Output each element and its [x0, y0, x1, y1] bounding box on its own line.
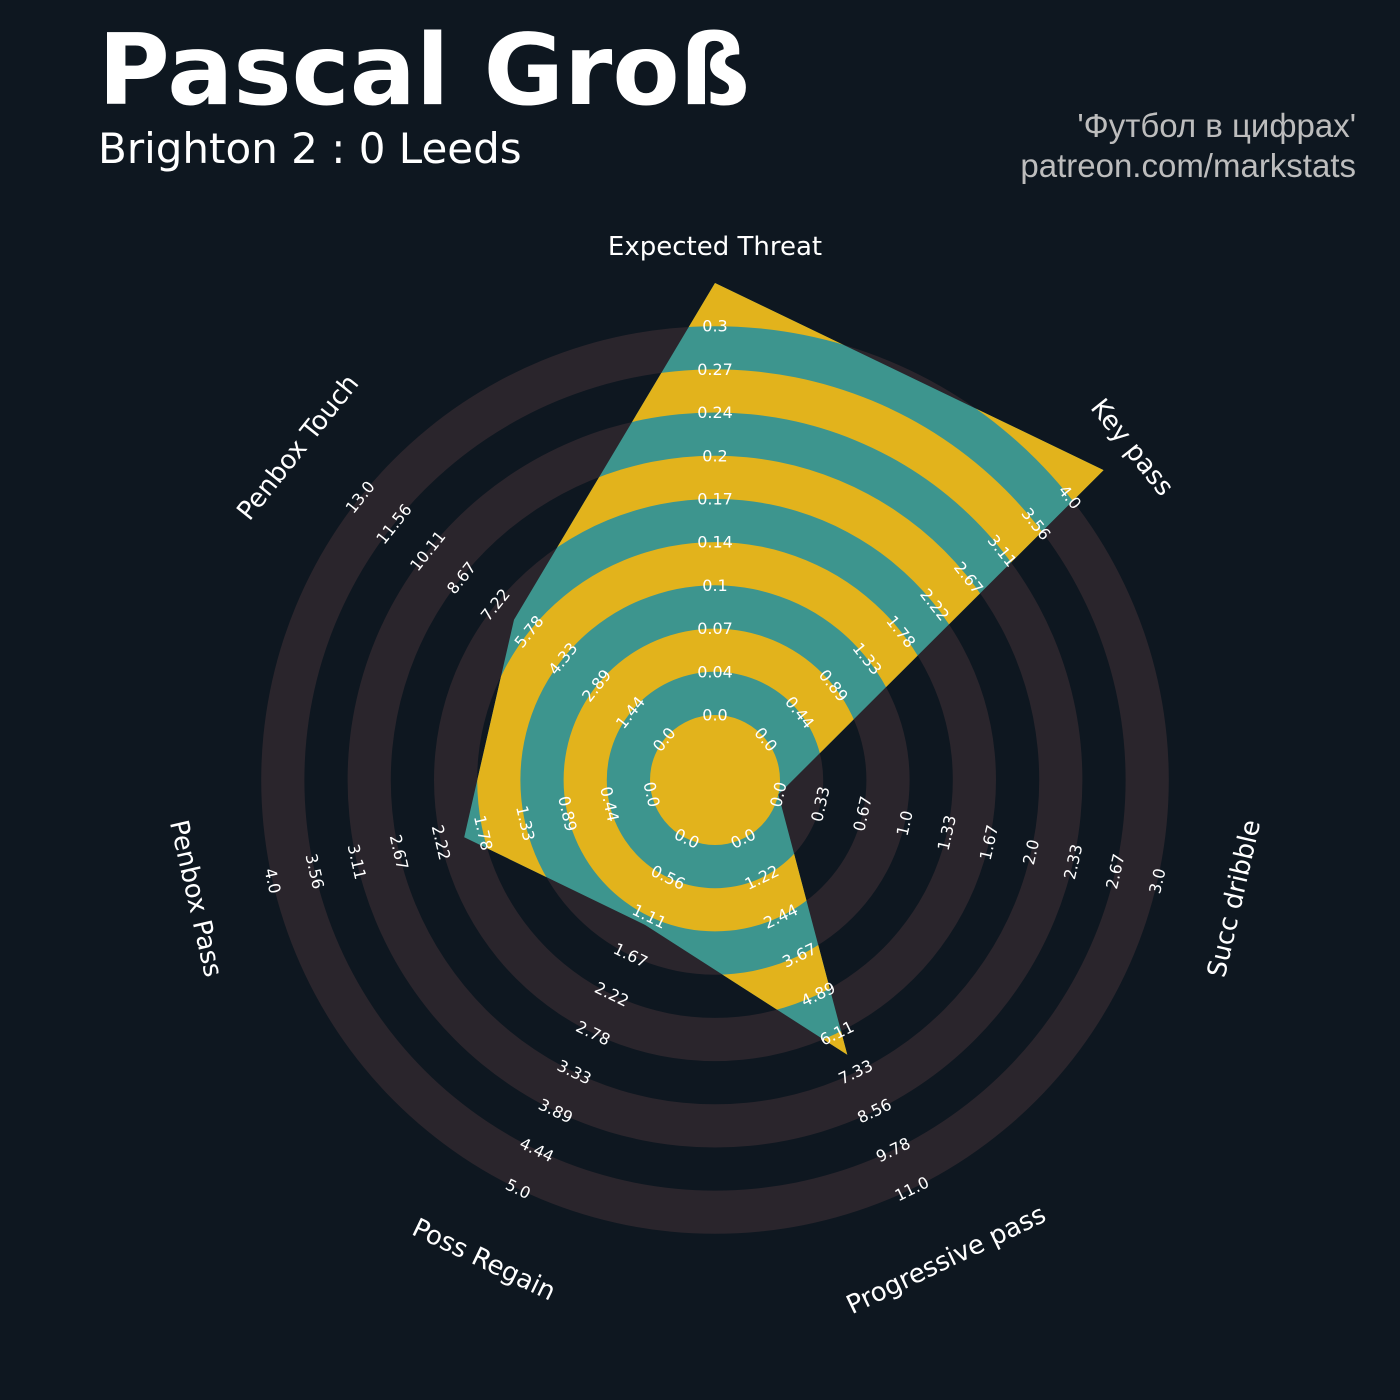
tick-label: 0.04	[697, 662, 733, 681]
tick-label: 0.1	[702, 576, 727, 595]
parameter-label: Progressive pass	[842, 1200, 1051, 1321]
tick-label: 0.07	[697, 619, 733, 638]
parameter-label: Expected Threat	[608, 232, 822, 262]
parameter-label: Succ dribble	[1202, 817, 1267, 980]
tick-label: 0.0	[702, 706, 727, 725]
parameter-label: Penbox Pass	[163, 817, 228, 980]
match-score-subtitle: Brighton 2 : 0 Leeds	[98, 124, 522, 173]
tick-label: 0.24	[697, 403, 733, 422]
player-name-title: Pascal Groß	[98, 14, 751, 128]
tick-label: 0.27	[697, 360, 733, 379]
tick-label: 0.2	[702, 446, 727, 465]
tick-label: 0.3	[702, 317, 727, 336]
credit-block: 'Футбол в цифрах' patreon.com/markstats	[1020, 106, 1356, 185]
credit-line-channel: 'Футбол в цифрах'	[1077, 107, 1356, 144]
credit-line-url: patreon.com/markstats	[1020, 146, 1356, 184]
parameter-label: Poss Regain	[407, 1213, 560, 1307]
radar-center-hub	[650, 715, 780, 845]
tick-label: 0.14	[697, 533, 733, 552]
tick-label: 0.17	[697, 490, 733, 509]
parameter-label: Key pass	[1084, 393, 1179, 502]
